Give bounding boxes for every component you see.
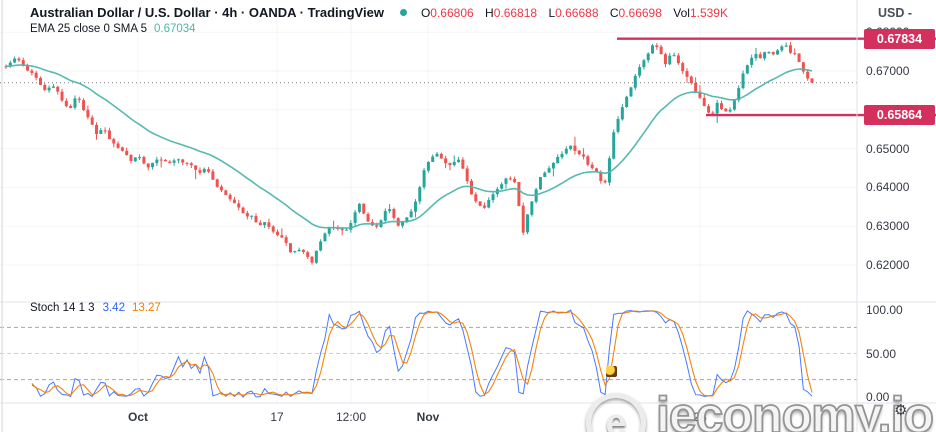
time-axis-label: 17 [270,410,284,424]
symbol-legend[interactable]: Australian Dollar / U.S. Dollar · 4h · O… [30,5,736,20]
close-label: C [609,5,619,20]
ema-indicator-label: EMA 25 close 0 SMA 5 [30,23,147,35]
open-label: O [420,5,431,20]
volume-label: Vol [673,5,690,20]
high-label: H [485,5,494,20]
price-tick-label: 0.63000 [866,219,910,234]
open-value: 0.66806 [430,5,474,20]
price-tick-label: 0.65000 [866,141,910,156]
stoch-d-value: 13.27 [131,302,161,314]
support-price-badge: 0.65864 [864,105,935,126]
resistance-price-badge: 0.67834 [864,28,935,49]
ema-indicator-value: 0.67034 [153,23,196,35]
close-value: 0.66698 [618,5,662,20]
volume-value: 1.539K [689,5,728,20]
time-axis-label: Nov [416,410,440,424]
time-axis-label: 28 [693,410,707,424]
ema-indicator-legend[interactable]: EMA 25 close 0 SMA 5 0.67034 [30,23,196,35]
price-axis-currency-label[interactable]: USD - [878,6,913,20]
stoch-tick-label: 100.00 [866,303,903,317]
stoch-tick-label: 50.00 [866,346,897,361]
symbol-title[interactable]: Australian Dollar / U.S. Dollar · 4h · O… [30,5,384,20]
gear-icon: ⚙ [894,402,908,419]
watermark-logo-icon: e [585,393,646,432]
stoch-tick-label: 0.00 [866,390,890,404]
stoch-k-value: 3.42 [102,302,125,314]
ohlc-values: O0.66806 H0.66818 L0.66688 C0.66698 Vol1… [421,6,736,20]
price-tick-label: 0.67000 [866,64,910,78]
stoch-indicator-legend[interactable]: Stoch 14 1 3 3.42 13.27 [30,302,161,314]
watermark-text: ieconomy.io [655,387,935,432]
time-axis-label: Oct [127,410,148,424]
price-tick-label: 0.64000 [866,180,910,195]
low-value: 0.66688 [555,5,599,20]
watermark: e ieconomy.io [585,387,935,432]
time-axis-label: 12:00 [335,410,367,424]
low-label: L [548,5,556,20]
price-tick-label: 0.62000 [866,258,910,272]
watermark-accent-icon [606,366,617,377]
market-status-icon[interactable] [399,9,407,16]
watermark-logo-letter: e [605,402,627,432]
high-value: 0.66818 [493,5,538,20]
stoch-indicator-label: Stoch 14 1 3 [30,302,95,314]
